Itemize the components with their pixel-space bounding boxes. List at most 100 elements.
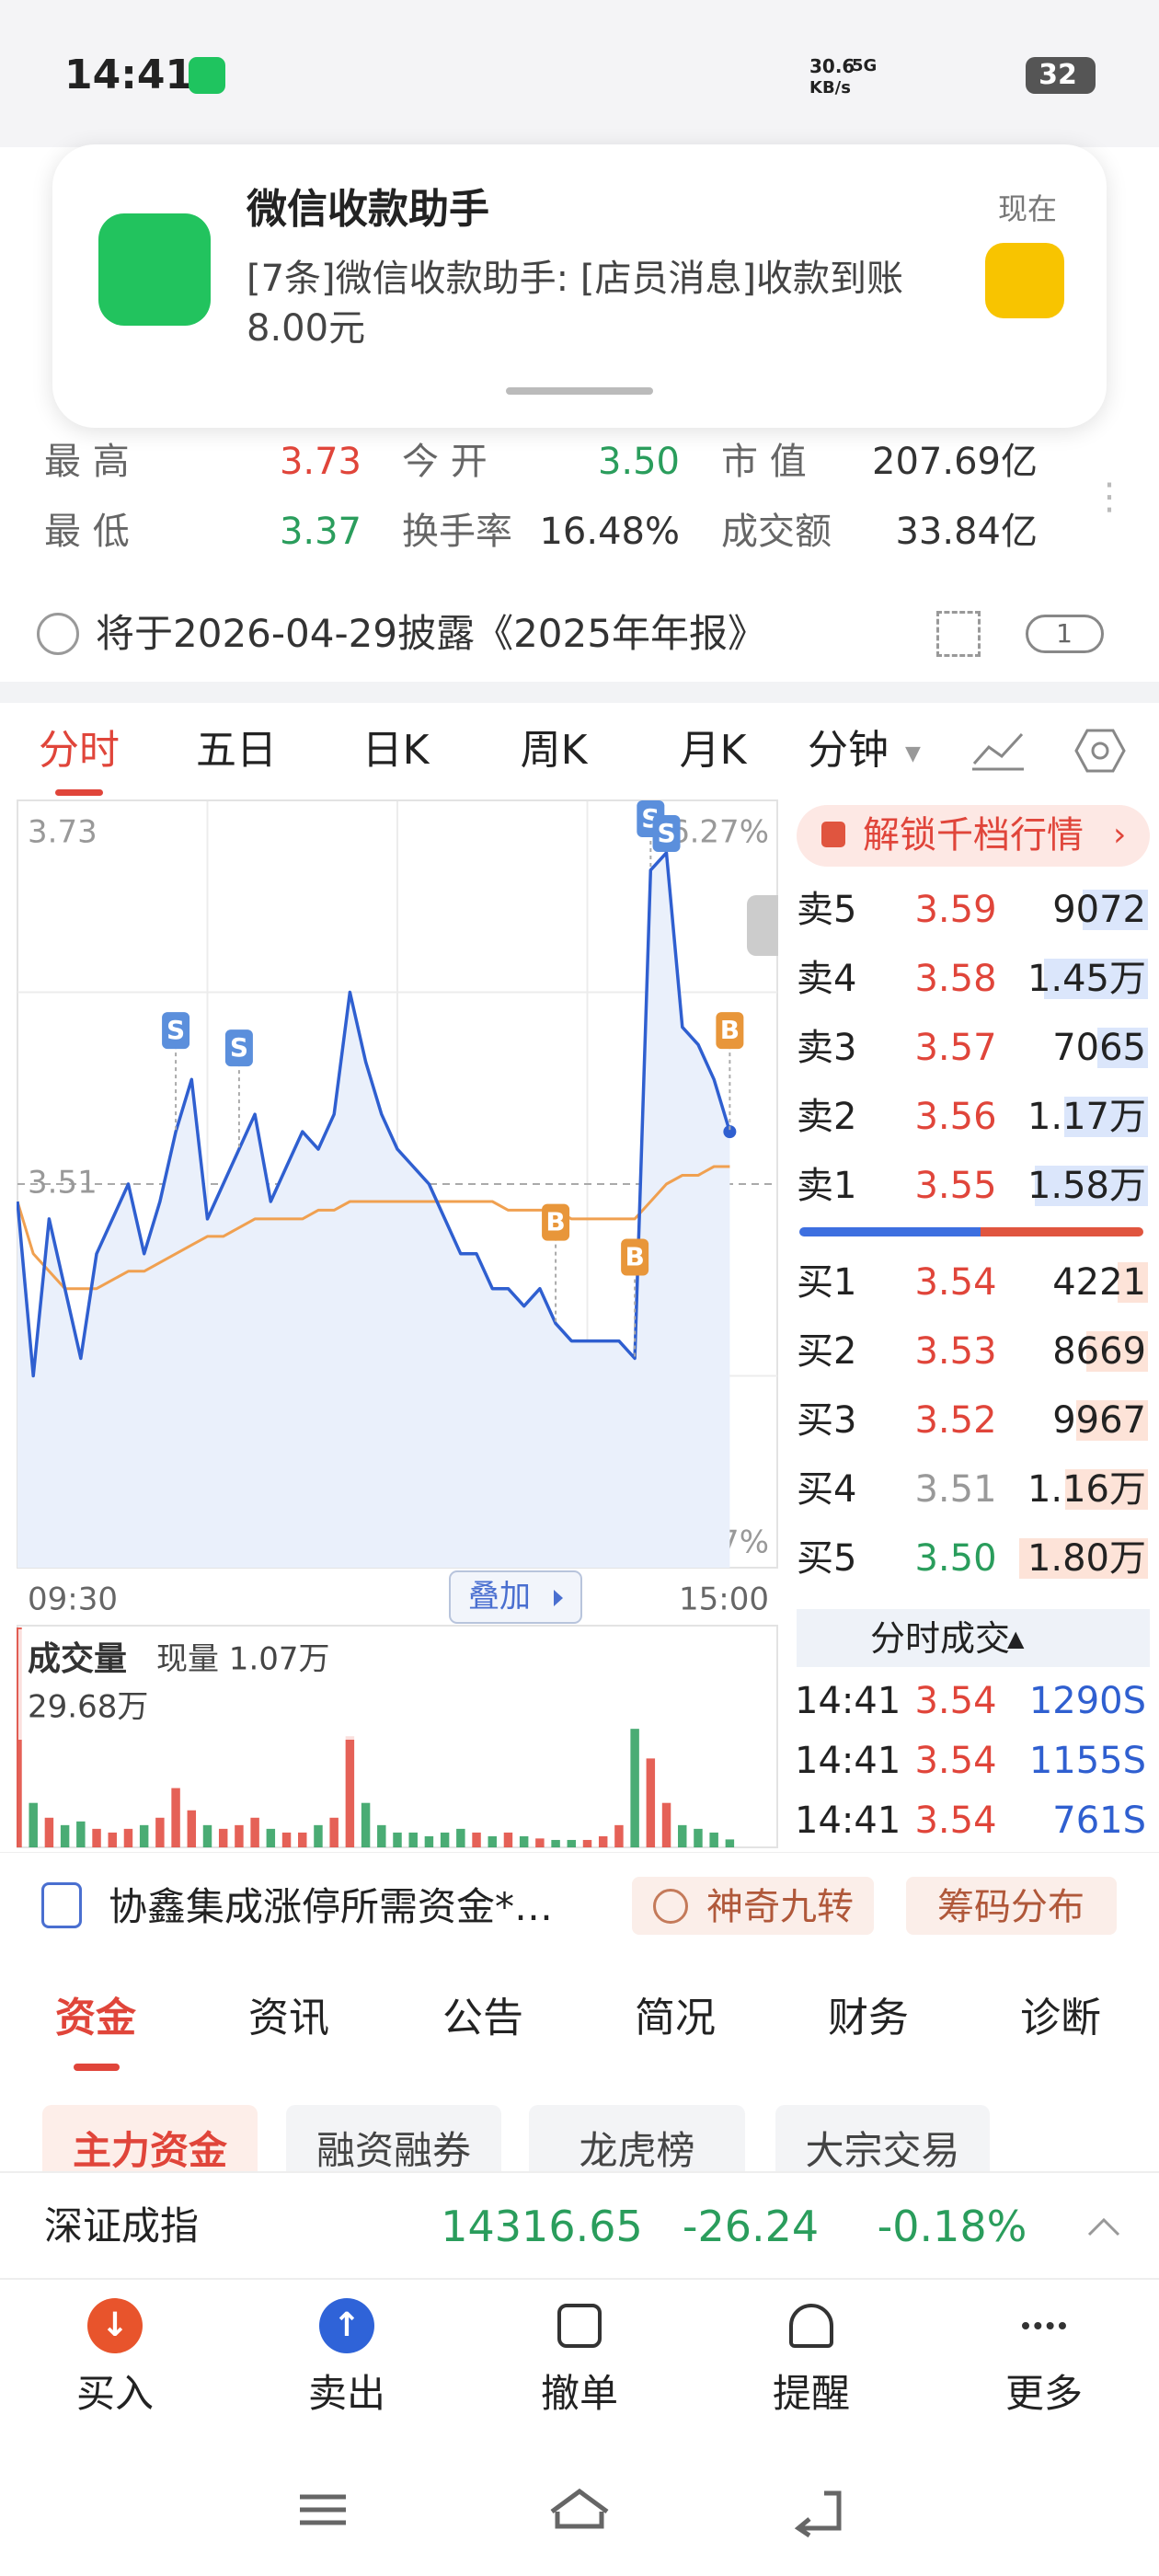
annotation-text: S xyxy=(657,818,675,848)
index-bar[interactable] xyxy=(0,2171,1159,2280)
subtab-box[interactable] xyxy=(775,2105,990,2171)
add-icon[interactable] xyxy=(936,611,981,657)
section-tab[interactable]: 资讯 xyxy=(248,1995,329,2041)
battery xyxy=(1026,57,1096,94)
qty-bar xyxy=(1019,1538,1148,1579)
volume-bar xyxy=(472,1832,481,1847)
book-qty: 1.45万 xyxy=(1027,958,1146,1000)
last-price-dot xyxy=(723,1125,737,1139)
nav-icon[interactable] xyxy=(87,2298,143,2353)
nav-icon[interactable] xyxy=(319,2298,374,2353)
section-tab[interactable]: 诊断 xyxy=(1020,1995,1101,2041)
subtab-box[interactable] xyxy=(286,2105,501,2171)
nav-icon[interactable] xyxy=(789,2304,833,2348)
subtab-box[interactable] xyxy=(42,2105,258,2171)
stat-label: 今 开 xyxy=(402,441,488,483)
expand-handle[interactable] xyxy=(747,895,778,956)
intraday-chart: 3.293.513.73-6.27%6.27%SSSSBBB09:3015:00… xyxy=(17,799,778,1848)
notification-time: 现在 xyxy=(998,191,1058,226)
nav-icon[interactable] xyxy=(557,2304,602,2348)
settings-icon[interactable] xyxy=(1074,727,1126,775)
chart-tab[interactable]: 分时 xyxy=(39,727,120,774)
book-price: 3.50 xyxy=(914,1537,997,1580)
qty-bar xyxy=(1076,1400,1148,1441)
volume-bar xyxy=(187,1810,197,1847)
volume-bar xyxy=(171,1788,180,1847)
volume-bar xyxy=(440,1832,450,1847)
button-box[interactable] xyxy=(906,1877,1117,1935)
qty-bar xyxy=(1035,1166,1148,1206)
tab-underline xyxy=(74,2064,120,2071)
subtab-label[interactable]: 主力资金 xyxy=(72,2128,228,2173)
clock: 14:41 xyxy=(64,52,194,98)
subtab-label[interactable]: 龙虎榜 xyxy=(579,2128,695,2173)
volume-bar xyxy=(29,1802,38,1847)
stat-value: 16.48% xyxy=(539,511,680,553)
overlay-button xyxy=(449,1570,582,1624)
index-value: 14316.65 xyxy=(441,2202,643,2251)
volume-bar xyxy=(661,1802,671,1847)
chart-tab[interactable]: 日K xyxy=(361,727,430,774)
notice-badge: 1 xyxy=(1056,618,1073,649)
more-dots[interactable]: ⋮ xyxy=(1091,476,1128,518)
book-side: 买3 xyxy=(797,1399,857,1442)
book-side: 买5 xyxy=(797,1537,857,1580)
annotation-badge xyxy=(716,1012,744,1050)
stat-label: 市 值 xyxy=(721,441,807,483)
volume-bar xyxy=(456,1828,465,1847)
section-tab[interactable]: 公告 xyxy=(442,1995,523,2041)
notification[interactable] xyxy=(52,144,1107,428)
book-side: 买4 xyxy=(797,1468,857,1511)
book-side: 卖3 xyxy=(797,1027,857,1069)
section-tab[interactable]: 资金 xyxy=(55,1995,136,2041)
y-tick-label: 3.73 xyxy=(28,814,98,851)
stat-label: 成交额 xyxy=(721,511,832,553)
trades-arrow: ▲ xyxy=(1007,1626,1025,1651)
volume-bar xyxy=(329,1817,339,1847)
chart-tab[interactable]: 分钟 xyxy=(808,727,889,774)
stat-value: 3.37 xyxy=(279,511,361,553)
subtab-box[interactable] xyxy=(529,2105,745,2171)
nav-label[interactable]: 撤单 xyxy=(540,2371,619,2416)
nav-label[interactable]: 提醒 xyxy=(772,2371,851,2416)
chart-tab[interactable]: 周K xyxy=(520,727,588,774)
button-label[interactable]: 神奇九转 xyxy=(706,1886,854,1928)
section-tab[interactable]: 简况 xyxy=(635,1995,716,2041)
nav-icon[interactable] xyxy=(1022,2322,1066,2331)
volume-bar xyxy=(393,1832,402,1847)
subtab-label[interactable]: 融资融券 xyxy=(316,2128,472,2173)
buy-ratio xyxy=(981,1227,1143,1236)
book-qty: 1.80万 xyxy=(1027,1537,1146,1580)
section-tab[interactable]: 财务 xyxy=(828,1995,909,2041)
nav-label[interactable]: 买入 xyxy=(75,2371,155,2416)
volume-bar xyxy=(678,1824,687,1847)
book-qty: 8669 xyxy=(1052,1330,1146,1373)
book-side: 买1 xyxy=(797,1261,857,1304)
annotation-badge xyxy=(621,1238,649,1276)
volume-bar xyxy=(598,1835,608,1847)
unlock-pill[interactable] xyxy=(797,805,1150,867)
notice-text[interactable]: 将于2026-04-29披露《2025年年报》 xyxy=(96,611,766,656)
chart-tab[interactable]: 月K xyxy=(679,727,747,774)
volume-bar xyxy=(298,1832,307,1847)
book-price: 3.51 xyxy=(914,1468,997,1511)
book-price: 3.57 xyxy=(914,1027,997,1069)
annotation-text: B xyxy=(625,1242,644,1272)
collapse-icon[interactable] xyxy=(1085,2213,1122,2240)
nav-label[interactable]: 更多 xyxy=(1004,2371,1084,2416)
nav-arrow: ↑ xyxy=(332,2306,361,2344)
trades-title[interactable]: 分时成交 xyxy=(869,1618,1011,1659)
notice-badge-box[interactable] xyxy=(1026,615,1104,653)
button-label[interactable]: 筹码分布 xyxy=(937,1886,1084,1928)
chart-tab[interactable]: 五日 xyxy=(196,727,277,774)
indicator-icon[interactable] xyxy=(970,727,1026,773)
trade-time: 14:41 xyxy=(795,1680,901,1722)
signal-type: 5G xyxy=(852,56,878,75)
book-side: 卖1 xyxy=(797,1165,857,1207)
notification-handle xyxy=(506,387,653,395)
unlock-text[interactable]: 解锁千档行情 xyxy=(863,814,1084,857)
nav-label[interactable]: 卖出 xyxy=(307,2371,386,2416)
book-price: 3.59 xyxy=(914,889,997,931)
subtab-label[interactable]: 大宗交易 xyxy=(805,2128,960,2173)
info-text[interactable]: 协鑫集成涨停所需资金*… xyxy=(109,1884,554,1929)
